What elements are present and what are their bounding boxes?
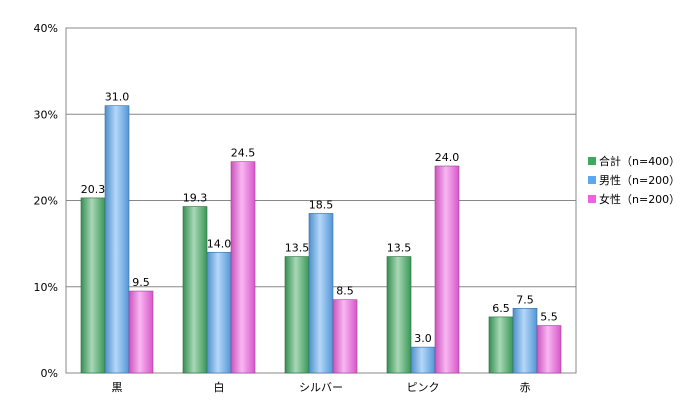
bar	[206, 251, 232, 374]
bar	[332, 299, 358, 374]
x-category-label: 赤	[520, 381, 531, 394]
bar	[182, 206, 208, 374]
data-label: 6.5	[492, 302, 510, 315]
data-label: 19.3	[183, 192, 208, 205]
legend-swatch	[588, 157, 596, 165]
y-tick-label: 30%	[34, 108, 58, 121]
bar	[512, 308, 538, 374]
data-label: 20.3	[81, 183, 106, 196]
data-label: 5.5	[540, 311, 558, 324]
legend-swatch	[588, 195, 596, 203]
bar	[434, 165, 460, 374]
data-label: 18.5	[309, 198, 334, 211]
data-label: 24.0	[435, 151, 460, 164]
y-tick-label: 10%	[34, 281, 58, 294]
x-category-label: シルバー	[299, 381, 343, 394]
x-category-label: 白	[214, 380, 225, 394]
bar	[104, 105, 130, 374]
legend-label: 女性（n=200）	[599, 192, 680, 206]
x-category-label: 黒	[112, 381, 123, 394]
y-tick-label: 20%	[34, 195, 58, 208]
x-category-label: ピンク	[407, 381, 440, 394]
y-tick-label: 40%	[34, 22, 58, 35]
bar	[488, 316, 514, 374]
data-label: 31.0	[105, 91, 130, 104]
legend-label: 合計（n=400）	[599, 154, 680, 168]
bars	[80, 105, 562, 374]
bar	[536, 325, 562, 374]
data-label: 3.0	[414, 332, 432, 345]
legend-swatch	[588, 176, 596, 184]
x-axis-categories: 黒 白 シルバー ピンク 赤	[112, 380, 531, 394]
bar	[308, 213, 334, 374]
bar	[410, 346, 436, 374]
data-labels: 20.3 31.0 9.5 19.3 14.0 24.5 13.5 18.5 8.5 13.5 3.…	[81, 91, 558, 346]
bar	[284, 256, 310, 374]
y-tick-label: 0%	[41, 367, 58, 380]
bar	[80, 197, 106, 374]
data-label: 9.5	[132, 276, 150, 289]
data-label: 8.5	[336, 285, 354, 298]
bar	[386, 256, 412, 374]
data-label: 7.5	[516, 293, 534, 306]
legend: 合計（n=400） 男性（n=200） 女性（n=200）	[588, 154, 680, 206]
legend-label: 男性（n=200）	[599, 173, 680, 187]
data-label: 14.0	[207, 237, 232, 250]
bar	[230, 161, 256, 374]
y-axis-ticks: 0% 10% 20% 30% 40%	[34, 22, 58, 380]
bar	[128, 290, 154, 374]
data-label: 24.5	[231, 147, 256, 160]
data-label: 13.5	[387, 242, 412, 255]
data-label: 13.5	[285, 242, 310, 255]
